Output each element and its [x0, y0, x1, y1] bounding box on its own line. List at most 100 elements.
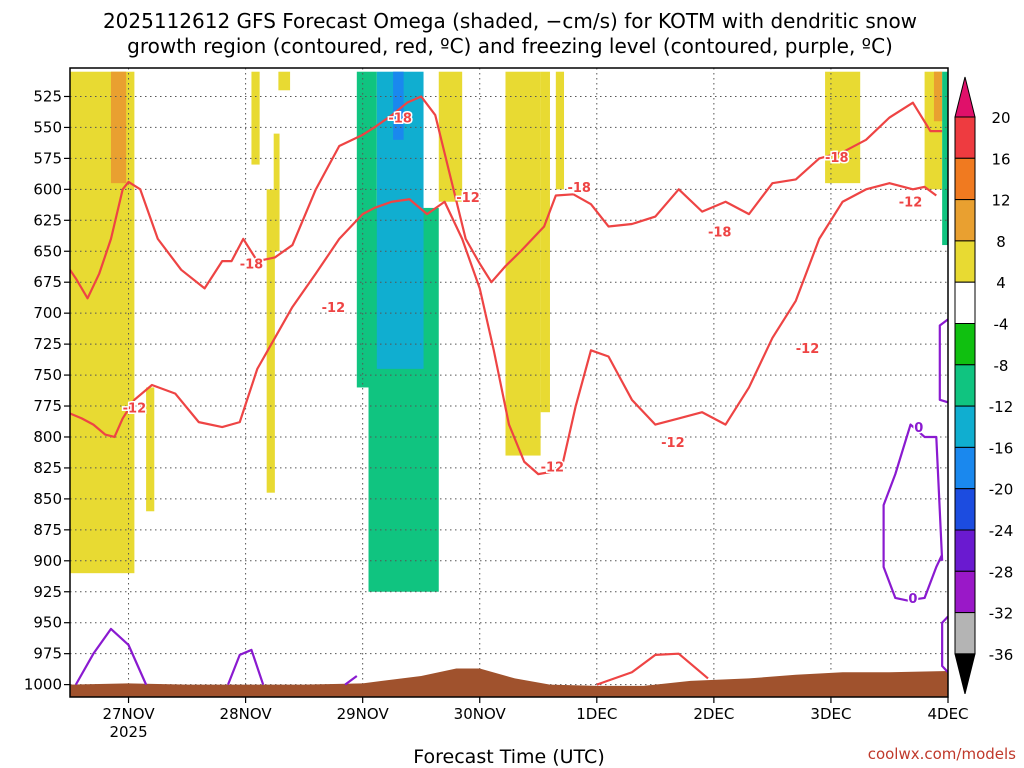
x-tick-label: 29NOV: [337, 705, 390, 723]
plot-inner: -18 -18 -18 -18 -18 -12 -12 -12 -12 -12 -12 -12 0 0: [70, 68, 948, 697]
y-tick-label: 1000: [24, 676, 62, 694]
red-contour-label: -18: [708, 225, 732, 240]
red-contour-label: -18: [240, 258, 264, 273]
y-tick-label: 525: [33, 87, 62, 105]
omega-region-13: [540, 71, 550, 413]
y-tick-label: 750: [33, 366, 62, 384]
y-tick-label: 775: [33, 397, 62, 415]
red-contour-label: -12: [899, 196, 923, 211]
red-contour-2: [596, 652, 709, 686]
y-tick-label: 925: [33, 583, 62, 601]
y-tick-label: 800: [33, 428, 62, 446]
purple-contour-1: [227, 648, 265, 686]
colorbar-bin-10: [954, 529, 976, 572]
y-tick-label: 650: [33, 242, 62, 260]
colorbar-bin-4: [954, 281, 976, 325]
colorbar-bin-8: [954, 446, 976, 490]
omega-region-1: [110, 71, 127, 184]
y-tick-label: 725: [33, 335, 62, 353]
red-contour-1: [70, 182, 937, 476]
colorbar-bin-12: [954, 612, 976, 655]
red-contour-label: -18: [567, 181, 591, 196]
colorbar-bin-9: [954, 488, 976, 531]
omega-region-12: [505, 71, 541, 456]
y-tick-label: 825: [33, 459, 62, 477]
omega-region-17: [933, 71, 943, 122]
purple-contour-label: 0: [908, 592, 917, 607]
y-tick-label: 550: [33, 118, 62, 136]
purple-contour-4: [938, 318, 948, 404]
x-tick-label: 2DEC: [693, 705, 734, 723]
colorbar-bin-3: [954, 240, 976, 283]
colorbar-bin-5: [954, 323, 976, 366]
colorbar-level-label: 16: [991, 150, 1010, 168]
colorbar-bin-2: [954, 199, 976, 242]
colorbar-level-label: -36: [989, 646, 1014, 664]
colorbar-level-label: -4: [994, 316, 1009, 334]
y-tick-label: 975: [33, 645, 62, 663]
red-contour-label: -12: [796, 342, 820, 357]
colorbar-bottom-arrow: [954, 653, 976, 695]
colorbar-bin-11: [954, 570, 976, 614]
purple-contour-3: [882, 423, 944, 602]
omega-region-5: [278, 71, 291, 91]
colorbar-bin-1: [954, 157, 976, 201]
red-contour-0: [70, 95, 943, 300]
red-contour-label: -12: [661, 436, 685, 451]
omega-region-4: [266, 189, 275, 493]
colorbar-level-label: -12: [989, 398, 1014, 416]
y-tick-label: 600: [33, 180, 62, 198]
colorbar-bin-0: [954, 116, 976, 159]
colorbar-bin-7: [954, 405, 976, 448]
colorbar-bin-6: [954, 364, 976, 407]
purple-contour-2: [344, 675, 358, 686]
credit-text[interactable]: coolwx.com/models: [868, 745, 1016, 763]
red-contour-label: -12: [541, 461, 565, 476]
chart-title-line2: growth region (contoured, red, ºC) and f…: [127, 34, 893, 58]
y-tick-label: 625: [33, 211, 62, 229]
colorbar-level-label: -8: [994, 357, 1009, 375]
red-contour-label: -12: [456, 191, 480, 206]
purple-contour-0: [74, 627, 148, 686]
plot-area: -18 -18 -18 -18 -18 -12 -12 -12 -12 -12 -12 -12 0 0 52…: [24, 67, 969, 741]
red-contour-label: -18: [388, 112, 412, 127]
colorbar-level-label: 20: [991, 109, 1010, 127]
y-tick-label: 900: [33, 552, 62, 570]
colorbar-level-label: -32: [989, 605, 1014, 623]
x-tick-sublabel: 2025: [109, 723, 147, 741]
y-tick-label: 850: [33, 490, 62, 508]
colorbar: 20 16 12 8 4 -4 -8 -12 -16 -20 -24 -28 -32 -36: [954, 76, 1014, 695]
omega-region-2: [146, 387, 155, 512]
omega-region-6: [273, 133, 280, 252]
purple-contour-5: [941, 615, 948, 673]
y-tick-label: 675: [33, 273, 62, 291]
colorbar-level-label: -20: [989, 481, 1014, 499]
plot-frame: [69, 67, 949, 698]
chart-title-line1: 2025112612 GFS Forecast Omega (shaded, −…: [103, 9, 917, 33]
omega-region-10: [356, 71, 377, 388]
x-tick-label: 3DEC: [810, 705, 851, 723]
y-tick-label: 700: [33, 304, 62, 322]
omega-region-9: [393, 71, 404, 140]
colorbar-level-label: -24: [989, 522, 1014, 540]
y-tick-label: 575: [33, 149, 62, 167]
colorbar-level-label: 8: [996, 233, 1006, 251]
purple-contour-label: 0: [914, 421, 923, 436]
x-tick-label: 4DEC: [927, 705, 968, 723]
x-tick-label: 30NOV: [454, 705, 507, 723]
x-tick-label: 28NOV: [220, 705, 273, 723]
x-tick-label: 27NOV: [102, 705, 155, 723]
red-contour-label: -12: [322, 301, 346, 316]
colorbar-level-label: -16: [989, 439, 1014, 457]
terrain-area: [70, 668, 948, 697]
colorbar-level-label: -28: [989, 563, 1014, 581]
x-axis-title: Forecast Time (UTC): [413, 746, 604, 768]
omega-region-3: [251, 71, 260, 165]
omega-region-14: [555, 71, 565, 190]
y-tick-label: 875: [33, 521, 62, 539]
x-tick-label: 1DEC: [576, 705, 617, 723]
colorbar-level-label: 4: [996, 274, 1006, 292]
colorbar-top-arrow: [954, 76, 976, 118]
red-contour-label: -12: [123, 401, 147, 416]
